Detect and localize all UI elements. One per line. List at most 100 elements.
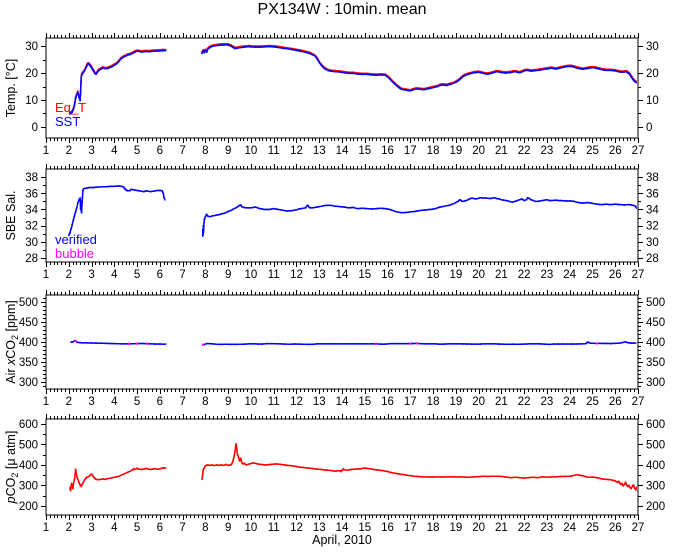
y-axis-label: pCO2​ [μ atm]	[4, 431, 20, 505]
x-tick-label: 15	[358, 522, 371, 534]
x-tick-label: 11	[268, 396, 280, 408]
x-tick-label: 18	[427, 145, 440, 157]
x-tick-label: 25	[586, 145, 599, 157]
x-tick-label: 17	[404, 269, 417, 281]
series-group	[69, 42, 637, 115]
y-tick-label-right: 350	[646, 357, 665, 369]
x-tick-label: 23	[541, 396, 554, 408]
y-tick-label-right: 200	[646, 501, 665, 513]
x-tick-label: 9	[225, 522, 231, 534]
x-tick-label: 20	[472, 522, 485, 534]
y-tick-label-left: 32	[25, 221, 38, 233]
y-tick-label-right: 38	[646, 172, 659, 184]
x-tick-label: 14	[336, 396, 349, 408]
x-tick-label: 27	[632, 522, 645, 534]
y-tick-label-left: 20	[25, 68, 38, 80]
x-tick-label: 25	[586, 269, 599, 281]
x-tick-label: 17	[404, 145, 417, 157]
x-tick-label: 1	[43, 269, 49, 281]
x-tick-label: 2	[66, 145, 72, 157]
x-tick-label: 24	[563, 145, 576, 157]
x-tick-label: 5	[134, 522, 140, 534]
x-tick-label: 15	[358, 396, 371, 408]
y-tick-label-right: 450	[646, 317, 665, 329]
x-tick-label: 20	[472, 396, 485, 408]
x-tick-label: 15	[358, 145, 371, 157]
x-tick-label: 19	[449, 396, 462, 408]
y-tick-label-left: 200	[19, 501, 38, 513]
series-group	[68, 185, 637, 237]
y-tick-label-left: 450	[19, 317, 38, 329]
panel-salinity: 1 2 3 4 5 6 7 8 9 10 11 12 13 14 15 16 17 18 19 20 21 22 23 24 2…	[4, 164, 659, 281]
x-tick-label: 2	[66, 522, 72, 534]
y-tick-label-left: 36	[25, 188, 38, 200]
x-tick-label: 22	[518, 145, 531, 157]
x-tick-label: 14	[336, 145, 349, 157]
y-tick-label-right: 34	[646, 204, 659, 216]
y-tick-label-left: 500	[19, 297, 38, 309]
y-tick-label-left: 600	[19, 419, 38, 431]
x-tick-label: 4	[111, 269, 118, 281]
x-tick-label: 25	[586, 522, 599, 534]
legend-Eq_T: Eq_T	[55, 100, 86, 115]
x-tick-label: 19	[449, 145, 462, 157]
y-tick-label-right: 0	[646, 122, 652, 134]
panel-temperature: 1 2 3 4 5 6 7 8 9 10 11 12 13 14 15 16 17 18 19 20 21 22 23 24 2…	[4, 33, 659, 157]
y-tick-label-left: 30	[25, 237, 38, 249]
x-tick-label: 16	[381, 269, 394, 281]
x-tick-label: 13	[313, 145, 326, 157]
x-tick-label: 5	[134, 145, 140, 157]
y-tick-label-left: 28	[25, 253, 38, 265]
x-tick-label: 16	[381, 522, 394, 534]
x-tick-label: 24	[563, 396, 576, 408]
y-tick-label-right: 500	[646, 439, 665, 451]
x-axis-label: April, 2010	[312, 533, 372, 547]
x-tick-label: 23	[541, 522, 554, 534]
x-tick-label: 11	[268, 522, 280, 534]
x-tick-label: 20	[472, 145, 485, 157]
x-tick-label: 10	[245, 396, 258, 408]
x-tick-label: 12	[290, 522, 303, 534]
x-tick-label: 22	[518, 396, 531, 408]
x-tick-label: 18	[427, 396, 440, 408]
y-tick-label-left: 34	[25, 204, 38, 216]
x-tick-label: 25	[586, 396, 599, 408]
x-tick-label: 14	[336, 522, 349, 534]
x-tick-label: 19	[449, 522, 462, 534]
x-tick-label: 12	[290, 396, 303, 408]
x-tick-label: 8	[202, 269, 208, 281]
x-tick-label: 21	[495, 269, 508, 281]
x-tick-label: 21	[495, 522, 508, 534]
x-tick-label: 9	[225, 396, 231, 408]
x-tick-label: 17	[404, 522, 417, 534]
x-tick-label: 16	[381, 145, 394, 157]
panel-air-xco2: 1 2 3 4 5 6 7 8 9 10 11 12 13 14 15 16 17 18 19 20 21 22 23 24 2…	[4, 290, 665, 408]
x-tick-label: 26	[609, 522, 622, 534]
x-tick-label: 17	[404, 396, 417, 408]
x-tick-label: 3	[88, 145, 94, 157]
y-tick-label-right: 32	[646, 221, 659, 233]
y-tick-label-left: 10	[25, 95, 38, 107]
y-tick-label-right: 20	[646, 68, 659, 80]
x-tick-label: 24	[563, 522, 576, 534]
x-tick-label: 8	[202, 396, 208, 408]
x-tick-label: 3	[88, 396, 94, 408]
x-tick-label: 22	[518, 269, 531, 281]
x-tick-label: 8	[202, 145, 208, 157]
x-tick-label: 22	[518, 522, 531, 534]
x-tick-label: 7	[179, 522, 185, 534]
x-tick-label: 11	[268, 269, 280, 281]
x-tick-label: 20	[472, 269, 485, 281]
x-tick-label: 5	[134, 396, 140, 408]
x-tick-label: 8	[202, 522, 208, 534]
x-tick-label: 26	[609, 396, 622, 408]
x-tick-label: 2	[66, 396, 72, 408]
x-tick-label: 10	[245, 269, 258, 281]
x-tick-label: 23	[541, 269, 554, 281]
x-tick-label: 10	[245, 522, 258, 534]
x-tick-label: 4	[111, 396, 118, 408]
x-tick-label: 26	[609, 145, 622, 157]
x-tick-label: 18	[427, 522, 440, 534]
